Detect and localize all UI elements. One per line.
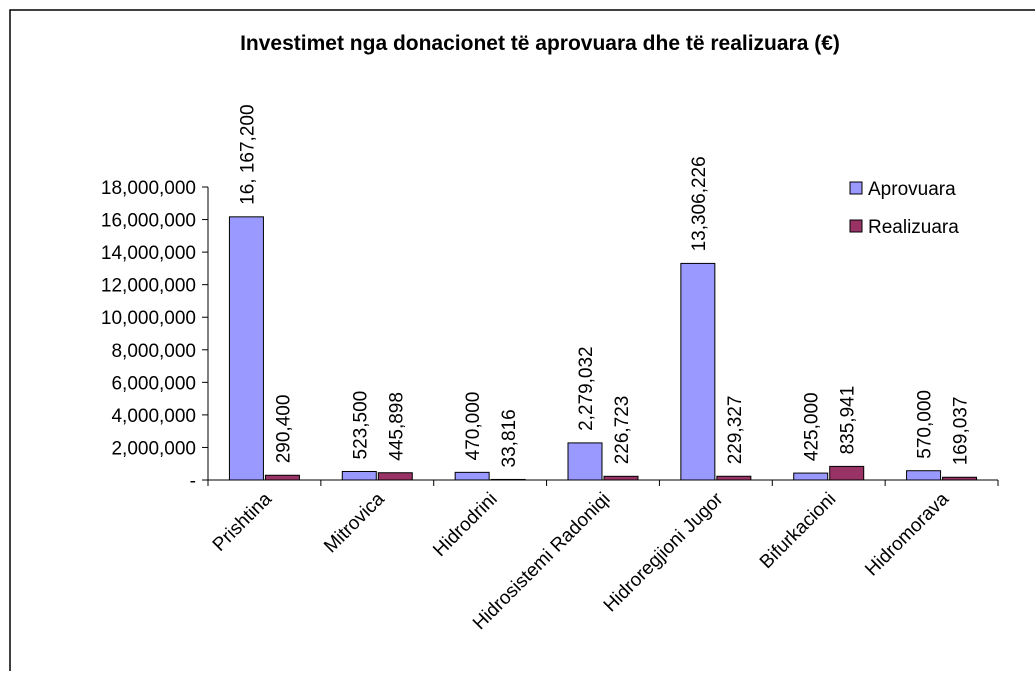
y-tick-label: 10,000,000 xyxy=(101,308,196,329)
value-label: 835,941 xyxy=(838,386,859,455)
bar xyxy=(906,470,942,481)
value-label: 33,816 xyxy=(499,409,520,467)
chart-title: Investimet nga donacionet të aprovuara d… xyxy=(240,32,840,55)
y-tick-label: 4,000,000 xyxy=(111,406,196,427)
legend-swatch xyxy=(849,219,863,233)
chart-frame xyxy=(9,9,1035,676)
value-label: 570,000 xyxy=(915,390,936,459)
value-label: 445,898 xyxy=(386,392,407,461)
bar xyxy=(490,478,526,481)
legend-label: Aprovuara xyxy=(868,179,956,200)
bar xyxy=(377,472,413,481)
bar xyxy=(829,465,865,481)
value-label: 16, 167,200 xyxy=(237,104,258,204)
y-tick-label: 2,000,000 xyxy=(111,438,196,459)
legend-swatch xyxy=(849,181,863,195)
bar xyxy=(567,442,603,481)
bar xyxy=(228,216,264,481)
bar xyxy=(454,471,490,481)
y-tick-label: 14,000,000 xyxy=(101,243,196,264)
y-tick-label: - xyxy=(190,471,196,492)
bar xyxy=(793,472,829,481)
y-tick-label: 8,000,000 xyxy=(111,341,196,362)
legend-label: Realizuara xyxy=(868,217,959,238)
y-tick-label: 6,000,000 xyxy=(111,373,196,394)
y-tick-label: 12,000,000 xyxy=(101,276,196,297)
value-label: 290,400 xyxy=(273,395,294,464)
value-label: 470,000 xyxy=(463,392,484,461)
value-label: 229,327 xyxy=(725,396,746,465)
y-tick-label: 16,000,000 xyxy=(101,211,196,232)
bar xyxy=(341,470,377,481)
value-label: 226,723 xyxy=(612,396,633,465)
value-label: 523,500 xyxy=(350,391,371,460)
value-label: 425,000 xyxy=(802,392,823,461)
bar xyxy=(680,262,716,481)
y-tick-label: 18,000,000 xyxy=(101,178,196,199)
bar xyxy=(603,475,639,481)
value-label: 169,037 xyxy=(951,397,972,466)
bar xyxy=(942,476,978,481)
bar xyxy=(264,474,300,481)
value-label: 2,279,032 xyxy=(576,346,597,431)
value-label: 13,306,226 xyxy=(689,156,710,251)
bar xyxy=(716,475,752,481)
